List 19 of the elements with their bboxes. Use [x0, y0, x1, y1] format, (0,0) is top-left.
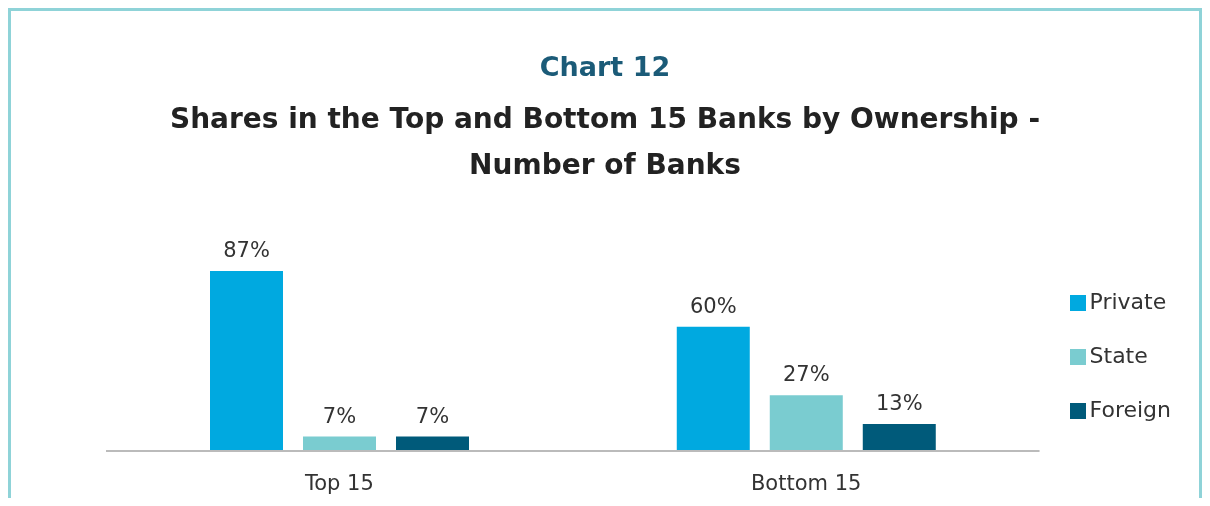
data-label: 7% [322, 403, 357, 428]
data-label: 60% [689, 293, 737, 318]
chart-title: Chart 12 [538, 51, 672, 82]
x-tick-label: Bottom 15 [750, 470, 862, 495]
data-label: 13% [875, 391, 923, 416]
bar [862, 424, 936, 451]
data-label: 27% [782, 362, 830, 387]
data-label: 7% [415, 403, 450, 428]
data-label: 87% [223, 238, 270, 262]
bar [769, 395, 843, 451]
bar [303, 436, 376, 451]
chart-subtitle: Shares in the Top and Bottom 15 Banks by Ownership -Number of Banks [168, 101, 1042, 183]
bar [210, 271, 283, 451]
legend-label: State [1089, 343, 1148, 368]
legend-label: Private [1089, 289, 1167, 314]
bar [676, 326, 750, 451]
x-tick-label: Top 15 [303, 470, 374, 495]
bar [396, 436, 469, 451]
legend-label: Foreign [1089, 397, 1171, 422]
